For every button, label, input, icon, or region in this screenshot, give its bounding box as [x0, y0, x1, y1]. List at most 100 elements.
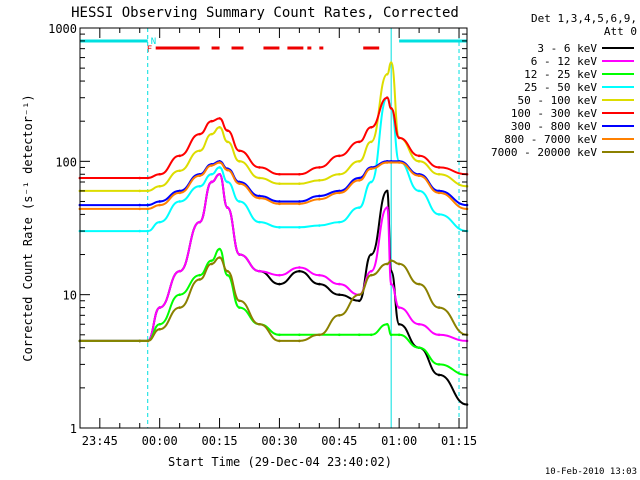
axis-layer: 23:45 00:00 00:15 00:30 00:45 01:00 01:15 1 10 10…: [48, 22, 477, 448]
x-axis-label: Start Time (29-Dec-04 23:40:02): [168, 455, 392, 469]
data-point: [198, 184, 201, 188]
y-tick-label: 1000: [48, 22, 77, 36]
chart-title: HESSI Observing Summary Count Rates, Cor…: [71, 5, 459, 21]
legend-header-line-2: Att 0: [604, 25, 637, 38]
data-point: [298, 266, 301, 269]
data-point: [389, 61, 393, 64]
y-tick-label: 1: [70, 422, 77, 436]
data-point: [437, 172, 441, 176]
data-point: [318, 166, 321, 169]
x-tick-label: 00:30: [261, 434, 297, 448]
data-point: [258, 269, 261, 273]
data-point: [146, 339, 150, 343]
data-point: [337, 293, 341, 296]
data-point: [437, 363, 441, 366]
data-point: [385, 161, 389, 164]
data-point: [138, 207, 142, 211]
x-tick-label: 00:15: [201, 434, 237, 448]
data-point: [218, 247, 221, 251]
data-point: [397, 262, 401, 266]
legend-entry-label: 100 - 300 keV: [511, 107, 597, 120]
legend-entry-label: 300 - 800 keV: [511, 120, 597, 133]
data-point: [318, 333, 321, 337]
data-point: [417, 174, 421, 178]
data-point: [138, 176, 142, 180]
x-tick-label: 23:45: [82, 434, 118, 448]
data-point: [238, 200, 241, 203]
data-point: [385, 72, 389, 76]
data-point: [385, 189, 389, 193]
data-point: [298, 172, 301, 176]
legend-entry-label: 50 - 100 keV: [518, 94, 598, 107]
data-point: [178, 200, 181, 203]
data-point: [158, 327, 161, 331]
data-point: [369, 273, 373, 277]
data-point: [178, 191, 181, 195]
data-point: [138, 189, 142, 193]
data-point: [385, 262, 389, 266]
series-line-4: [79, 61, 468, 192]
data-point: [278, 282, 281, 286]
data-point: [258, 176, 261, 180]
data-point: [258, 220, 261, 224]
data-point: [226, 273, 229, 277]
data-point: [238, 253, 241, 256]
data-point: [226, 129, 229, 132]
observing-bar-label: N: [151, 37, 156, 47]
data-point: [417, 154, 421, 158]
data-point: [357, 206, 361, 209]
data-point: [417, 282, 421, 286]
data-point: [417, 322, 421, 326]
data-point: [198, 174, 201, 178]
data-point: [178, 293, 181, 296]
data-point: [337, 154, 341, 158]
plot-frame: [79, 27, 468, 429]
data-point: [210, 180, 213, 184]
data-point: [218, 256, 221, 259]
y-tick-label: 10: [63, 289, 77, 303]
data-point: [337, 333, 341, 337]
data-point: [226, 269, 229, 273]
data-point: [337, 220, 341, 224]
data-point: [389, 282, 393, 286]
footer-timestamp: 10-Feb-2010 13:03: [545, 467, 637, 477]
data-point: [318, 273, 321, 277]
data-point: [318, 197, 321, 201]
data-point: [357, 293, 361, 296]
data-point: [369, 269, 373, 273]
data-point: [178, 306, 181, 309]
data-point: [369, 253, 373, 256]
legend-entry-label: 25 - 50 keV: [524, 81, 597, 94]
data-point: [158, 200, 161, 203]
legend-header-line-1: Det 1,3,4,5,6,9,: [531, 12, 637, 25]
data-point: [397, 136, 401, 140]
data-point: [278, 182, 281, 185]
data-point: [397, 333, 401, 337]
data-point: [178, 189, 181, 193]
data-point: [369, 140, 373, 144]
data-point: [226, 206, 229, 209]
data-point: [397, 306, 401, 309]
data-point: [158, 306, 161, 309]
data-point: [146, 207, 150, 211]
data-point: [357, 160, 361, 163]
data-point: [238, 306, 241, 309]
data-point: [210, 119, 213, 123]
data-point: [337, 282, 341, 286]
data-point: [226, 168, 229, 172]
data-point: [138, 339, 142, 343]
data-point: [238, 299, 241, 303]
data-point: [369, 125, 373, 129]
data-point: [158, 322, 161, 326]
data-point: [218, 172, 221, 176]
data-point: [218, 161, 221, 164]
data-point: [369, 180, 373, 184]
data-point: [337, 314, 341, 317]
data-point: [158, 203, 161, 207]
legend-entry-label: 800 - 7000 keV: [504, 133, 597, 146]
data-point: [278, 200, 281, 203]
data-point: [210, 259, 213, 262]
data-point: [357, 140, 361, 144]
